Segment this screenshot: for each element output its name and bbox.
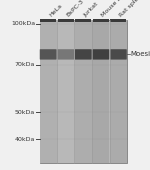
FancyBboxPatch shape xyxy=(92,49,109,59)
Text: Moesin: Moesin xyxy=(130,51,150,57)
Text: 40kDa: 40kDa xyxy=(15,137,35,142)
Text: 70kDa: 70kDa xyxy=(15,62,35,67)
Text: Rat spleen: Rat spleen xyxy=(118,0,145,18)
Bar xyxy=(92,20,109,163)
Text: 50kDa: 50kDa xyxy=(15,110,35,115)
Bar xyxy=(40,20,57,163)
FancyBboxPatch shape xyxy=(110,49,127,59)
Bar xyxy=(110,19,126,22)
FancyBboxPatch shape xyxy=(40,49,57,59)
Bar xyxy=(93,19,109,22)
FancyBboxPatch shape xyxy=(75,49,92,59)
Bar xyxy=(40,20,127,163)
Bar xyxy=(57,20,74,163)
Text: 100kDa: 100kDa xyxy=(11,21,35,26)
Bar xyxy=(110,20,127,163)
Text: Mouse lung: Mouse lung xyxy=(101,0,130,18)
Bar xyxy=(58,19,74,22)
FancyBboxPatch shape xyxy=(57,49,74,59)
Text: BxPC-3: BxPC-3 xyxy=(66,0,85,18)
Text: HeLa: HeLa xyxy=(48,3,63,18)
Bar xyxy=(75,19,91,22)
Text: Jurkat: Jurkat xyxy=(83,1,100,18)
Bar xyxy=(40,19,56,22)
Bar xyxy=(75,20,92,163)
